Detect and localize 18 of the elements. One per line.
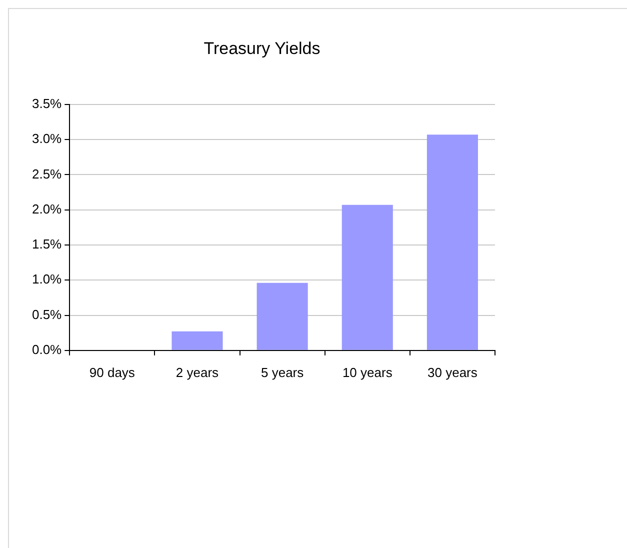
chart-title: Treasury Yields (204, 38, 320, 58)
bar (172, 331, 223, 350)
x-tick-label: 5 years (260, 364, 304, 380)
y-tick-label: 1.5% (32, 236, 62, 252)
y-tick-label: 0.5% (32, 306, 62, 322)
y-tick-label: 2.5% (32, 166, 62, 182)
bar (342, 204, 393, 350)
x-tick-label: 10 years (342, 364, 393, 380)
y-tick-label: 3.5% (32, 96, 62, 111)
y-tick-label: 1.0% (32, 272, 62, 287)
bar (426, 134, 478, 350)
y-tick-label: 3.0% (32, 131, 62, 146)
bar (256, 282, 308, 350)
x-tick-label: 90 days (89, 364, 136, 380)
x-tick-label: 2 years (176, 364, 220, 380)
y-tick-label: 0.0% (32, 342, 62, 357)
x-tick-label: 30 years (428, 364, 478, 380)
y-tick-label: 2.0% (32, 201, 62, 216)
